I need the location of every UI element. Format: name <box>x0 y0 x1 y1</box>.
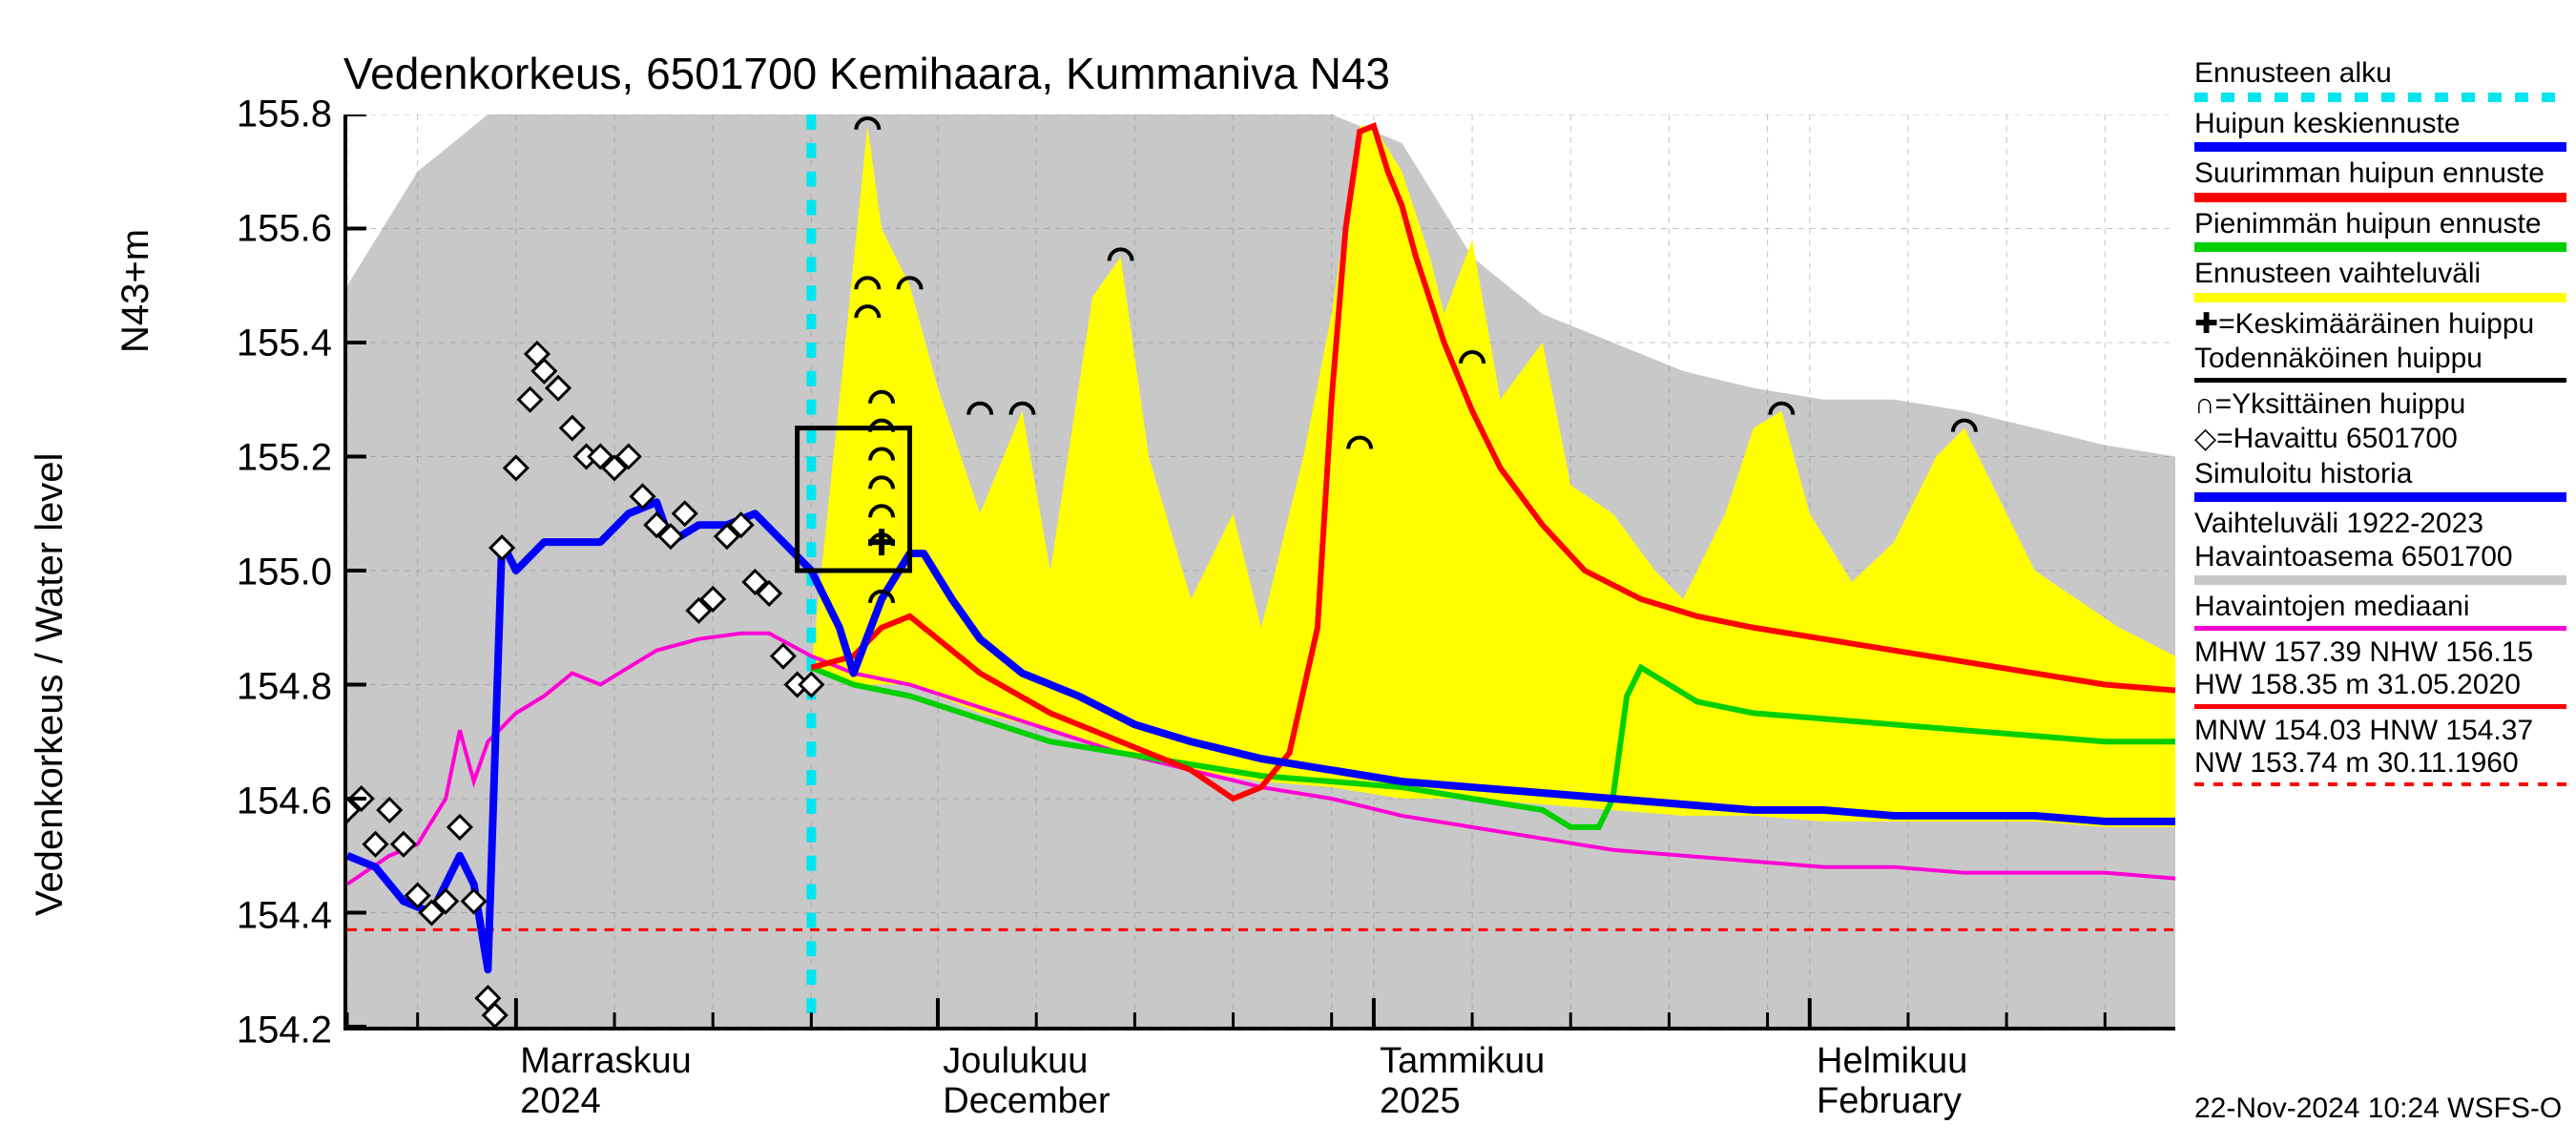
y-tick-label: 154.2 <box>198 1010 332 1052</box>
legend-swatch <box>2194 193 2566 202</box>
legend-entry: Suurimman huipun ennuste <box>2194 157 2566 202</box>
legend-label: ✚=Keskimääräinen huippu <box>2194 308 2566 342</box>
legend-label: Huipun keskiennuste <box>2194 108 2566 141</box>
legend-swatch <box>2194 575 2566 585</box>
legend-label: MNW 154.03 HNW 154.37 NW 153.74 m 30.11.… <box>2194 715 2566 781</box>
legend-label: Pienimmän huipun ennuste <box>2194 208 2566 241</box>
legend-swatch <box>2194 293 2566 302</box>
legend-swatch <box>2194 704 2566 709</box>
legend-swatch <box>2194 492 2566 502</box>
y-tick-label: 155.8 <box>198 94 332 136</box>
legend-swatch <box>2194 242 2566 252</box>
chart-title: Vedenkorkeus, 6501700 Kemihaara, Kummani… <box>343 48 1390 99</box>
y-tick-label: 155.6 <box>198 208 332 251</box>
y-tick-label: 154.4 <box>198 895 332 938</box>
legend-entry: MNW 154.03 HNW 154.37 NW 153.74 m 30.11.… <box>2194 715 2566 786</box>
legend-swatch <box>2194 782 2566 786</box>
x-tick-label: HelmikuuFebruary <box>1817 1042 1967 1122</box>
legend-entry: ◇=Havaittu 6501700 <box>2194 423 2566 456</box>
legend-entry: ✚=Keskimääräinen huippu <box>2194 308 2566 342</box>
y-tick-label: 155.0 <box>198 552 332 594</box>
legend-entry: Todennäköinen huippu <box>2194 343 2566 383</box>
timestamp: 22-Nov-2024 10:24 WSFS-O <box>2194 1093 2562 1125</box>
legend-label: Todennäköinen huippu <box>2194 343 2566 376</box>
y-tick-label: 154.8 <box>198 666 332 709</box>
x-tick-label: Tammikuu2025 <box>1380 1042 1545 1122</box>
y-axis-label-secondary: N43+m <box>114 229 157 353</box>
legend-label: Suurimman huipun ennuste <box>2194 157 2566 191</box>
legend-entry: Vaihteluväli 1922-2023 Havaintoasema 650… <box>2194 508 2566 585</box>
y-tick-label: 155.4 <box>198 323 332 365</box>
x-tick-label: Marraskuu2024 <box>520 1042 692 1122</box>
chart-page: Vedenkorkeus, 6501700 Kemihaara, Kummani… <box>0 0 2576 1145</box>
y-tick-label: 155.2 <box>198 437 332 480</box>
legend-entry: Ennusteen vaihteluväli <box>2194 258 2566 302</box>
legend-entry: Simuloitu historia <box>2194 458 2566 503</box>
legend: Ennusteen alku Huipun keskiennuste Suurimm… <box>2194 57 2566 792</box>
plot-area <box>343 114 2175 1030</box>
legend-swatch <box>2194 378 2566 383</box>
legend-label: ∩=Yksittäinen huippu <box>2194 388 2566 422</box>
legend-entry: Pienimmän huipun ennuste <box>2194 208 2566 253</box>
y-tick-label: 154.6 <box>198 781 332 823</box>
legend-label: MHW 157.39 NHW 156.15 HW 158.35 m 31.05.… <box>2194 636 2566 702</box>
legend-label: Ennusteen alku <box>2194 57 2566 91</box>
legend-label: Ennusteen vaihteluväli <box>2194 258 2566 291</box>
x-tick-label: JoulukuuDecember <box>943 1042 1110 1122</box>
legend-entry: Havaintojen mediaani <box>2194 591 2566 631</box>
chart-svg <box>347 114 2175 1027</box>
legend-swatch <box>2194 142 2566 152</box>
legend-swatch <box>2194 626 2566 631</box>
legend-entry: ∩=Yksittäinen huippu <box>2194 388 2566 422</box>
legend-entry: Ennusteen alku <box>2194 57 2566 102</box>
legend-entry: MHW 157.39 NHW 156.15 HW 158.35 m 31.05.… <box>2194 636 2566 709</box>
legend-swatch <box>2194 93 2566 102</box>
legend-entry: Huipun keskiennuste <box>2194 108 2566 153</box>
legend-label: Vaihteluväli 1922-2023 Havaintoasema 650… <box>2194 508 2566 573</box>
legend-label: Simuloitu historia <box>2194 458 2566 491</box>
legend-label: Havaintojen mediaani <box>2194 591 2566 624</box>
y-axis-label-primary: Vedenkorkeus / Water level <box>29 453 72 916</box>
legend-label: ◇=Havaittu 6501700 <box>2194 423 2566 456</box>
